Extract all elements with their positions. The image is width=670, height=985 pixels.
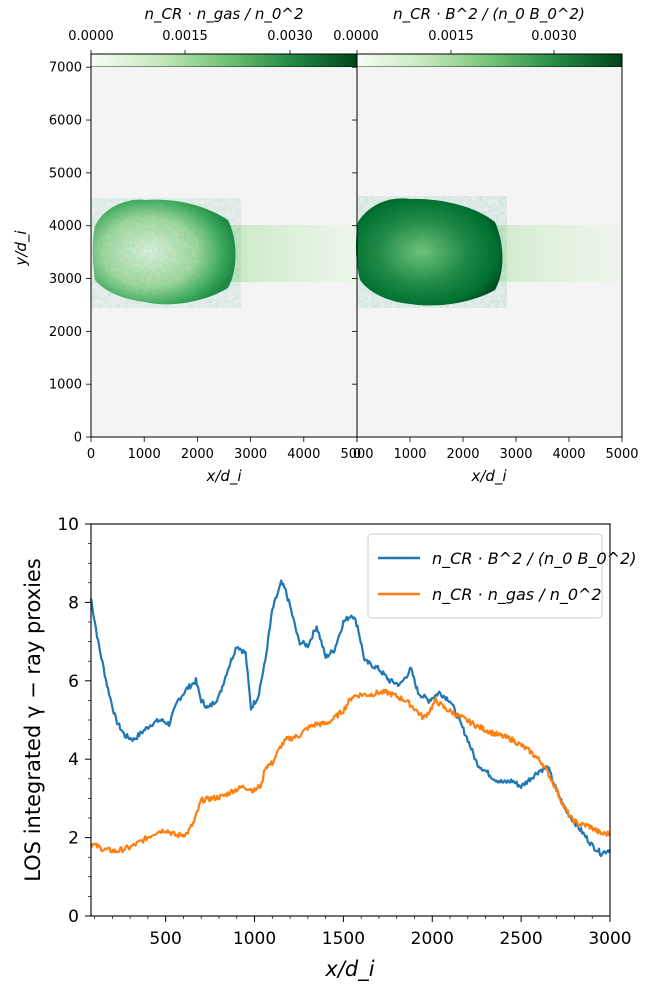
map-x-tick-label: 5000 (605, 447, 638, 462)
map-y-tick-label: 5000 (49, 166, 82, 181)
map-y-ticks: 0 1000 2000 3000 4000 5000 6000 7000 (49, 61, 357, 446)
map-y-tick-label: 6000 (49, 114, 82, 129)
chart-y-tick-label: 6 (68, 672, 79, 692)
series-group (89, 579, 612, 858)
chart-y-tick-label: 4 (68, 750, 79, 770)
map-x-tick-label: 4000 (552, 447, 585, 462)
map-x-tick-label: 5000 (340, 447, 373, 462)
legend-label-orange: n_CR · n_gas / n_0^2 (432, 585, 602, 605)
chart-y-ticks: 0 2 4 6 8 10 (57, 515, 91, 927)
series-line-blue (89, 579, 612, 858)
map-left-xlabel: x/d_i (205, 467, 242, 486)
map-x-tick-label: 0 (353, 447, 361, 462)
chart-ylabel: LOS integrated γ − ray proxies (21, 558, 45, 882)
map-right-xlabel: x/d_i (470, 467, 507, 486)
map-x-tick-label: 0 (87, 447, 95, 462)
chart-x-tick-label: 2000 (411, 929, 454, 949)
chart-x-tick-label: 500 (149, 929, 181, 949)
map-right-x-ticks: 0 1000 2000 3000 4000 5000 (353, 437, 639, 462)
map-x-tick-label: 1000 (393, 447, 426, 462)
series-line-orange (89, 688, 611, 854)
colorbar-tick: 0.0015 (428, 29, 474, 44)
map-right-frame (356, 53, 623, 438)
map-left-x-ticks: 0 1000 2000 3000 4000 5000 (87, 437, 374, 462)
map-x-tick-label: 1000 (128, 447, 161, 462)
colorbar-title-right: n_CR · B^2 / (n_0 B_0^2) (393, 5, 585, 24)
colorbar-title-left: n_CR · n_gas / n_0^2 (145, 5, 304, 24)
chart-y-tick-label: 10 (57, 515, 79, 535)
map-x-tick-label: 4000 (287, 447, 320, 462)
bubble-right-texture (357, 196, 507, 308)
line-chart: 500 1000 1500 2000 2500 3000 0 2 4 6 8 10 x/d_i LO… (21, 515, 636, 982)
chart-x-tick-label: 1500 (322, 929, 365, 949)
legend-label-blue: n_CR · B^2 / (n_0 B_0^2) (432, 549, 636, 569)
map-y-tick-label: 4000 (49, 219, 82, 234)
legend: n_CR · B^2 / (n_0 B_0^2) n_CR · n_gas / … (367, 533, 636, 619)
chart-y-tick-label: 2 (68, 829, 79, 849)
colorbar-tick: 0.0000 (333, 29, 379, 44)
map-ylabel: y/d_i (12, 230, 31, 267)
chart-y-tick-label: 8 (68, 593, 79, 613)
map-x-tick-label: 2000 (181, 447, 214, 462)
colorbar-tick: 0.0030 (531, 29, 577, 44)
map-y-tick-label: 2000 (49, 325, 82, 340)
legend-box (367, 533, 603, 619)
colorbar-tick: 0.0015 (162, 29, 208, 44)
chart-x-tick-label: 2500 (499, 929, 542, 949)
chart-y-tick-label: 0 (68, 907, 79, 927)
map-panels: n_CR · n_gas / n_0^2 n_CR · B^2 / (n_0 B… (12, 5, 639, 486)
map-left (91, 67, 357, 437)
map-y-tick-label: 7000 (49, 61, 82, 76)
map-y-tick-label: 1000 (49, 378, 82, 393)
colorbar-tick-marks (90, 50, 555, 54)
chart-x-ticks: 500 1000 1500 2000 2500 3000 (94, 916, 632, 949)
map-y-tick-label: 0 (74, 431, 82, 446)
map-y-tick-label: 3000 (49, 272, 82, 287)
colorbar-right (356, 53, 623, 68)
map-x-tick-label: 3000 (499, 447, 532, 462)
bubble-left-texture (91, 198, 241, 308)
colorbar-tick: 0.0030 (267, 29, 313, 44)
colorbar-ticks-left: 0.0000 0.0015 0.0030 (68, 29, 313, 44)
colorbar-tick: 0.0000 (68, 29, 114, 44)
colorbar-left (90, 53, 358, 68)
map-right (355, 67, 622, 437)
map-x-tick-label: 2000 (446, 447, 479, 462)
map-x-tick-label: 3000 (234, 447, 267, 462)
chart-x-tick-label: 1000 (233, 929, 276, 949)
colorbar-ticks-right: 0.0000 0.0015 0.0030 (333, 29, 577, 44)
chart-xlabel: x/d_i (324, 957, 374, 982)
chart-x-tick-label: 3000 (588, 929, 631, 949)
